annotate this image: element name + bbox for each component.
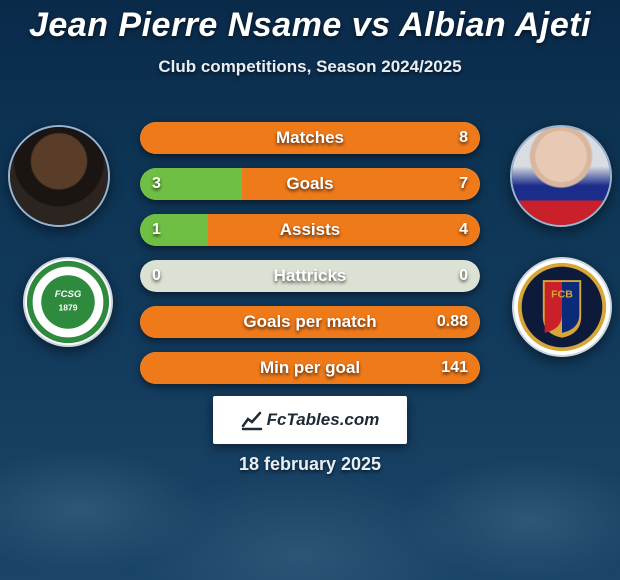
chart-icon bbox=[241, 409, 263, 431]
page-title: Jean Pierre Nsame vs Albian Ajeti bbox=[0, 0, 620, 45]
svg-text:1879: 1879 bbox=[58, 303, 77, 313]
subtitle: Club competitions, Season 2024/2025 bbox=[0, 57, 620, 77]
stat-label: Matches bbox=[140, 122, 480, 154]
branding-badge: FcTables.com bbox=[213, 396, 407, 444]
stat-label: Assists bbox=[140, 214, 480, 246]
stats-panel: 8Matches 37Goals 14Assists 00Hattricks 0.88G… bbox=[140, 122, 480, 398]
stat-row: 37Goals bbox=[140, 168, 480, 200]
stat-row: 0.88Goals per match bbox=[140, 306, 480, 338]
stat-row: 00Hattricks bbox=[140, 260, 480, 292]
stat-row: 14Assists bbox=[140, 214, 480, 246]
stat-label: Min per goal bbox=[140, 352, 480, 384]
stat-row: 8Matches bbox=[140, 122, 480, 154]
club-right-badge: FCB bbox=[512, 257, 612, 357]
player-left-avatar bbox=[8, 125, 110, 227]
stat-row: 141Min per goal bbox=[140, 352, 480, 384]
stat-label: Hattricks bbox=[140, 260, 480, 292]
stat-label: Goals bbox=[140, 168, 480, 200]
date-text: 18 february 2025 bbox=[0, 454, 620, 475]
stat-label: Goals per match bbox=[140, 306, 480, 338]
branding-text: FcTables.com bbox=[267, 410, 380, 430]
svg-text:FCSG: FCSG bbox=[55, 289, 82, 300]
svg-text:FCB: FCB bbox=[551, 288, 573, 300]
player-right-avatar bbox=[510, 125, 612, 227]
club-left-badge: FCSG 1879 bbox=[23, 257, 113, 347]
